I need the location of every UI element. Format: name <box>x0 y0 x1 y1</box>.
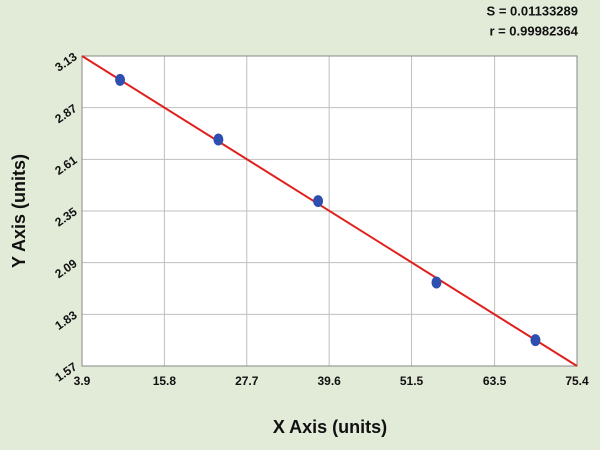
data-point <box>530 334 541 347</box>
data-point <box>431 276 442 289</box>
annotation: S = 0.01133289 <box>487 3 578 18</box>
x-tick-label: 39.6 <box>317 374 341 388</box>
x-tick-label: 51.5 <box>400 374 424 388</box>
data-point <box>115 73 126 86</box>
x-tick-label: 15.8 <box>153 374 177 388</box>
x-axis-label: X Axis (units) <box>273 417 387 437</box>
plot-border <box>81 55 578 367</box>
y-axis-label: Y Axis (units) <box>9 154 29 268</box>
data-point <box>213 133 224 146</box>
data-point <box>313 195 324 208</box>
x-tick-label: 63.5 <box>483 374 507 388</box>
annotation: r = 0.99982364 <box>489 23 578 38</box>
x-tick-label: 75.4 <box>565 374 589 388</box>
x-tick-label: 27.7 <box>235 374 259 388</box>
x-tick-label: 3.9 <box>74 374 91 388</box>
fit-line <box>81 55 578 367</box>
